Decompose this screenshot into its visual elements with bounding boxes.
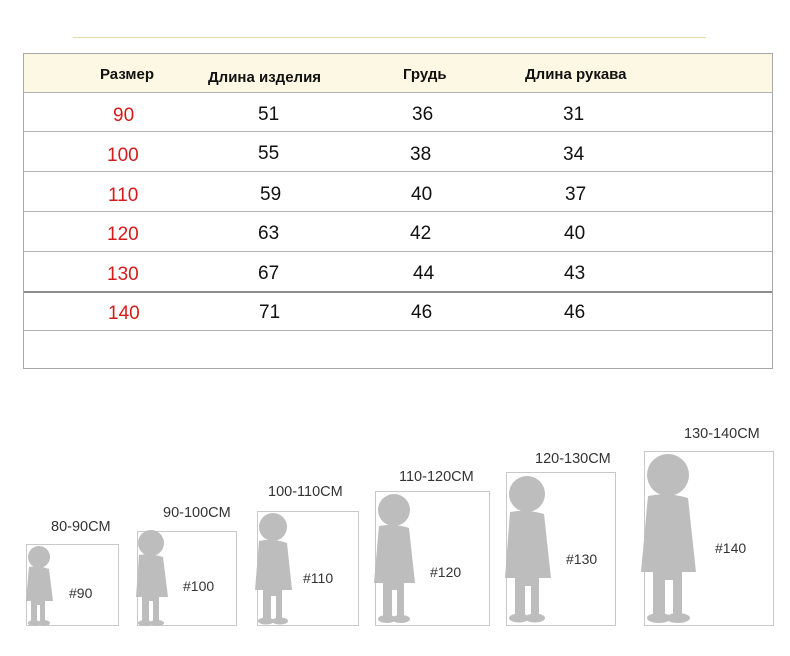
size-tag: #140 [715, 540, 747, 556]
size-tag: #130 [566, 551, 598, 567]
size-table: Размер Длина изделия Грудь Длина рукава … [23, 53, 773, 369]
table-cell-chest: 40 [411, 184, 433, 205]
table-cell-sleeve: 37 [565, 184, 587, 205]
size-tag: #120 [430, 564, 462, 580]
height-range-label: 90-100CM [163, 505, 231, 521]
table-cell-size: 140 [108, 303, 140, 324]
header-size: Размер [100, 66, 155, 83]
table-cell-size: 120 [107, 224, 139, 245]
size-frame [26, 544, 119, 626]
table-cell-length: 51 [258, 104, 280, 125]
row-divider [24, 211, 772, 212]
table-cell-size: 100 [107, 145, 139, 166]
row-divider [24, 131, 772, 132]
size-tag: #90 [69, 585, 93, 601]
height-range-label: 130-140CM [684, 426, 760, 442]
height-range-label: 80-90CM [51, 519, 111, 535]
table-cell-length: 67 [258, 263, 280, 284]
table-cell-chest: 38 [410, 144, 432, 165]
child-silhouette-icon [255, 513, 292, 625]
height-range-label: 120-130CM [535, 451, 611, 467]
table-cell-sleeve: 34 [563, 144, 585, 165]
child-silhouette-icon [374, 494, 415, 623]
size-frame [375, 491, 490, 626]
child-silhouette-icon [641, 454, 696, 623]
table-cell-size: 90 [113, 105, 135, 126]
table-cell-sleeve: 43 [564, 263, 586, 284]
height-range-label: 100-110CM [268, 484, 343, 500]
size-tag: #110 [303, 570, 334, 586]
child-silhouette-icon [26, 546, 53, 626]
height-range-label: 110-120CM [399, 469, 474, 485]
header-length: Длина изделия [208, 69, 322, 86]
table-cell-chest: 46 [411, 302, 433, 323]
row-divider [24, 92, 772, 93]
child-silhouette-icon [136, 530, 168, 626]
table-cell-length: 63 [258, 223, 280, 244]
child-silhouette-icon [505, 476, 551, 623]
table-header: Размер Длина изделия Грудь Длина рукава [24, 54, 772, 92]
header-sleeve: Длина рукава [525, 66, 627, 83]
size-tag: #100 [183, 578, 215, 594]
table-cell-length: 59 [260, 184, 282, 205]
table-cell-length: 71 [259, 302, 281, 323]
row-divider [24, 330, 772, 331]
table-cell-sleeve: 31 [563, 104, 585, 125]
table-cell-sleeve: 40 [564, 223, 586, 244]
top-divider [73, 37, 706, 38]
table-cell-size: 110 [108, 185, 139, 206]
table-cell-chest: 42 [410, 223, 432, 244]
table-cell-length: 55 [258, 143, 280, 164]
row-divider [24, 291, 772, 293]
header-chest: Грудь [403, 66, 447, 83]
table-cell-chest: 44 [413, 263, 435, 284]
row-divider [24, 171, 772, 172]
size-frame [506, 472, 616, 626]
table-cell-sleeve: 46 [564, 302, 586, 323]
table-cell-chest: 36 [412, 104, 434, 125]
table-cell-size: 130 [107, 264, 139, 285]
row-divider [24, 251, 772, 252]
